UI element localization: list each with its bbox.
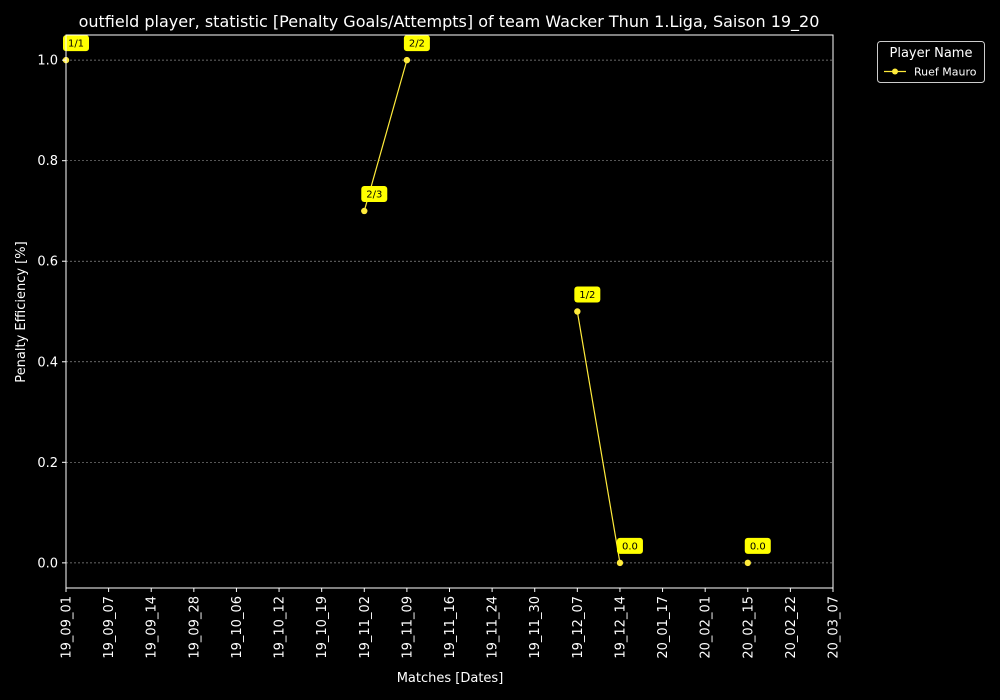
data-point <box>403 56 411 64</box>
legend-marker-swatch <box>892 68 898 75</box>
legend-title: Player Name <box>890 46 973 61</box>
x-tick-label: 20_02_22 <box>784 596 799 659</box>
legend-item-label: Ruef Mauro <box>914 66 977 79</box>
x-tick-label: 20_01_17 <box>656 596 671 659</box>
legend-box <box>877 41 985 83</box>
x-tick-label: 20_03_07 <box>827 596 842 659</box>
data-label: 0.0 <box>622 541 638 552</box>
annotation-layer: 1/1 2/3 2/2 1/2 0.0 0.0 <box>63 35 771 554</box>
x-tick-label: 19_09_28 <box>187 596 202 659</box>
x-tick-label: 19_09_01 <box>60 596 75 659</box>
x-tick-label: 19_12_14 <box>613 596 628 659</box>
data-label: 2/3 <box>366 189 382 200</box>
data-label: 2/2 <box>409 39 425 50</box>
axes: 0.0 0.2 0.4 0.6 0.8 1.0 19_09_01 19_09_07 19_09_… <box>37 34 842 659</box>
data-label: 1/1 <box>68 39 84 50</box>
x-tick-label: 19_10_12 <box>273 596 288 659</box>
y-tick-label: 0.0 <box>37 556 58 571</box>
data-label-box <box>361 185 388 202</box>
data-label: 1/2 <box>579 290 595 301</box>
x-tick-label: 19_10_19 <box>315 596 330 659</box>
data-label-box <box>574 286 601 303</box>
data-point <box>574 308 581 315</box>
y-tick-label: 1.0 <box>37 54 58 69</box>
data-label-box <box>63 35 89 52</box>
y-tick-label: 0.4 <box>37 355 58 370</box>
x-tick-label: 19_11_09 <box>400 596 415 659</box>
x-tick-label: 19_09_07 <box>102 596 117 659</box>
y-tick-label: 0.8 <box>37 154 58 169</box>
series-layer <box>62 56 751 567</box>
data-point <box>616 559 624 567</box>
y-axis-label: Penalty Efficiency [%] <box>14 241 29 382</box>
x-tick-label: 19_09_14 <box>145 596 160 659</box>
x-tick-label: 19_10_06 <box>230 596 245 659</box>
x-tick-label: 19_11_30 <box>528 596 543 659</box>
data-label-box <box>744 537 771 554</box>
x-axis-label: Matches [Dates] <box>397 671 504 686</box>
chart-title: outfield player, statistic [Penalty Goal… <box>79 12 820 32</box>
x-tick-label: 19_11_24 <box>486 596 501 659</box>
series-line <box>576 311 621 563</box>
data-point <box>744 559 751 567</box>
data-point <box>361 207 368 215</box>
data-label-box <box>616 537 643 554</box>
x-tick-label: 20_02_01 <box>699 596 714 659</box>
x-tick-label: 19_11_02 <box>358 596 373 659</box>
y-tick-label: 0.6 <box>37 255 58 270</box>
data-label-box <box>403 35 430 52</box>
y-tick-label: 0.2 <box>37 456 58 471</box>
x-tick-label: 19_12_07 <box>571 596 586 659</box>
series-line <box>363 59 408 212</box>
x-tick-label: 19_11_16 <box>443 596 458 659</box>
legend: Player Name Ruef Mauro <box>877 41 985 83</box>
data-label: 0.0 <box>750 541 766 552</box>
x-tick-label: 20_02_15 <box>741 596 756 659</box>
